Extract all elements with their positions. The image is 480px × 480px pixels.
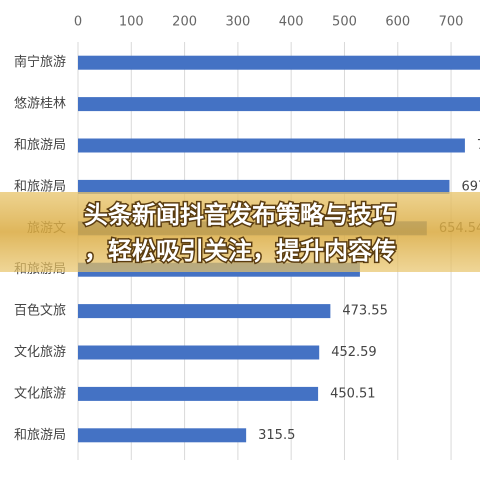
bar xyxy=(78,386,319,401)
bar xyxy=(78,55,480,70)
x-tick-label: 300 xyxy=(225,15,250,30)
x-tick-label: 600 xyxy=(385,15,410,30)
x-tick-label: 100 xyxy=(119,15,144,30)
data-label: 697 xyxy=(461,179,480,194)
y-tick-label: 和旅游局 xyxy=(14,138,66,153)
y-tick-label: 南宁旅游 xyxy=(14,54,66,70)
y-tick-label: 文化旅游 xyxy=(14,345,66,360)
x-tick-label: 0 xyxy=(74,15,82,30)
data-label: 452.59 xyxy=(331,345,377,360)
overlay-text: 头条新闻抖音发布策略与技巧 xyxy=(84,201,396,229)
data-label: 315.5 xyxy=(258,428,295,443)
bar xyxy=(78,304,331,319)
overlay-text: ，轻松吸引关注，提升内容传 xyxy=(84,237,396,265)
bar xyxy=(78,428,247,443)
data-label: 450.51 xyxy=(330,386,376,401)
y-tick-label: 和旅游局 xyxy=(14,428,66,443)
data-label: 473.55 xyxy=(342,304,388,319)
y-tick-label: 悠游桂林 xyxy=(14,97,66,112)
y-tick-label: 文化旅游 xyxy=(14,386,66,401)
bar xyxy=(78,97,480,112)
data-label: 726 xyxy=(477,138,480,153)
y-tick-label: 和旅游局 xyxy=(14,179,66,194)
y-tick-label: 百色文旅 xyxy=(14,303,66,319)
x-tick-label: 400 xyxy=(279,15,304,30)
x-tick-label: 700 xyxy=(439,15,464,30)
bar xyxy=(78,138,465,153)
overlay-band xyxy=(0,192,480,272)
bar xyxy=(78,345,320,360)
bar xyxy=(78,179,450,194)
x-tick-label: 500 xyxy=(332,15,357,30)
x-tick-label: 200 xyxy=(172,15,197,30)
